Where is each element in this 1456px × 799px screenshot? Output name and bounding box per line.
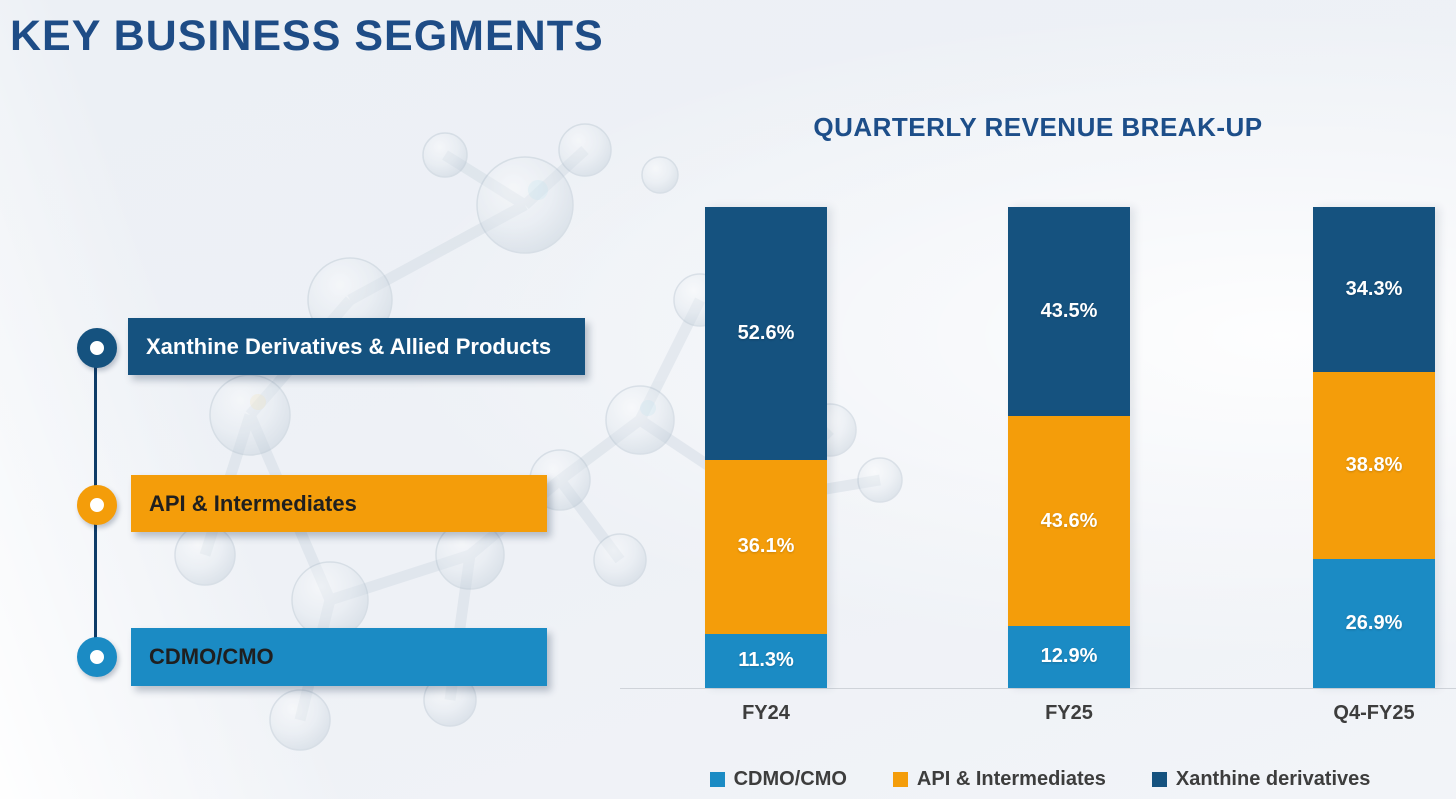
x-axis-label-q4-fy25: Q4-FY25 <box>1333 702 1415 724</box>
chart-legend: CDMO/CMO API & Intermediates Xanthine deri… <box>640 768 1440 791</box>
legend-swatch-icon <box>709 772 725 787</box>
segment-bullet-cdmo <box>77 637 117 677</box>
bar-segment-cdmo-cmo: 11.3% <box>705 633 827 688</box>
segment-bullet-xanthine <box>77 328 117 368</box>
page-title: KEY BUSINESS SEGMENTS <box>10 12 604 60</box>
bar-segment-value-label: 52.6% <box>737 322 795 345</box>
x-axis: FY24 FY25 Q4-FY25 <box>620 702 1456 730</box>
segment-label-api: API & Intermediates <box>131 475 547 532</box>
legend-label: Xanthine derivatives <box>1175 768 1371 790</box>
bar-segment-value-label: 43.6% <box>1040 509 1098 532</box>
bar-segment-value-label: 43.5% <box>1040 300 1098 323</box>
bar-segment-api-intermediates: 38.8% <box>1313 372 1435 559</box>
bar-segment-value-label: 36.1% <box>737 535 795 558</box>
bar-segment-cdmo-cmo: 12.9% <box>1008 625 1130 688</box>
bar-segment-value-label: 26.9% <box>1345 611 1403 634</box>
x-axis-label-fy24: FY24 <box>742 702 790 724</box>
legend-item-cdmo-cmo: CDMO/CMO <box>709 768 847 791</box>
legend-item-api-intermediates: API & Intermediates <box>892 768 1106 791</box>
segment-label-text: API & Intermediates <box>149 490 357 516</box>
segment-label-cdmo: CDMO/CMO <box>131 628 547 686</box>
bar-segment-value-label: 12.9% <box>1040 645 1098 668</box>
legend-item-xanthine-derivatives: Xanthine derivatives <box>1151 768 1371 791</box>
bar-segment-xanthine-derivatives: 43.5% <box>1008 207 1130 417</box>
segment-label-text: Xanthine Derivatives & Allied Products <box>146 333 552 359</box>
legend-label: API & Intermediates <box>916 768 1106 790</box>
x-axis-label-fy25: FY25 <box>1045 702 1093 724</box>
plot-area: 11.3% 36.1% 52.6% 12.9% 43.6% 43.5% 26.9% 38.8%… <box>620 207 1456 689</box>
bar-segment-value-label: 11.3% <box>738 649 794 672</box>
legend-swatch-icon <box>892 772 908 787</box>
bar-segment-cdmo-cmo: 26.9% <box>1313 558 1435 688</box>
segment-label-xanthine: Xanthine Derivatives & Allied Products <box>128 318 585 375</box>
bar-segment-xanthine-derivatives: 52.6% <box>705 207 827 461</box>
bar-segment-api-intermediates: 36.1% <box>705 460 827 634</box>
stacked-bar-fy24: 11.3% 36.1% 52.6% <box>705 207 827 688</box>
legend-swatch-icon <box>1151 772 1167 787</box>
bar-segment-api-intermediates: 43.6% <box>1008 416 1130 626</box>
bar-segment-value-label: 38.8% <box>1345 453 1403 476</box>
chart-title: QUARTERLY REVENUE BREAK-UP <box>813 112 1263 142</box>
stacked-bar-q4-fy25: 26.9% 38.8% 34.3% <box>1313 207 1435 688</box>
legend-label: CDMO/CMO <box>733 768 847 790</box>
segment-label-text: CDMO/CMO <box>149 644 274 669</box>
bar-segment-value-label: 34.3% <box>1345 278 1403 301</box>
stacked-bar-fy25: 12.9% 43.6% 43.5% <box>1008 207 1130 688</box>
segment-bullet-api <box>77 485 117 525</box>
bar-segment-xanthine-derivatives: 34.3% <box>1313 207 1435 372</box>
